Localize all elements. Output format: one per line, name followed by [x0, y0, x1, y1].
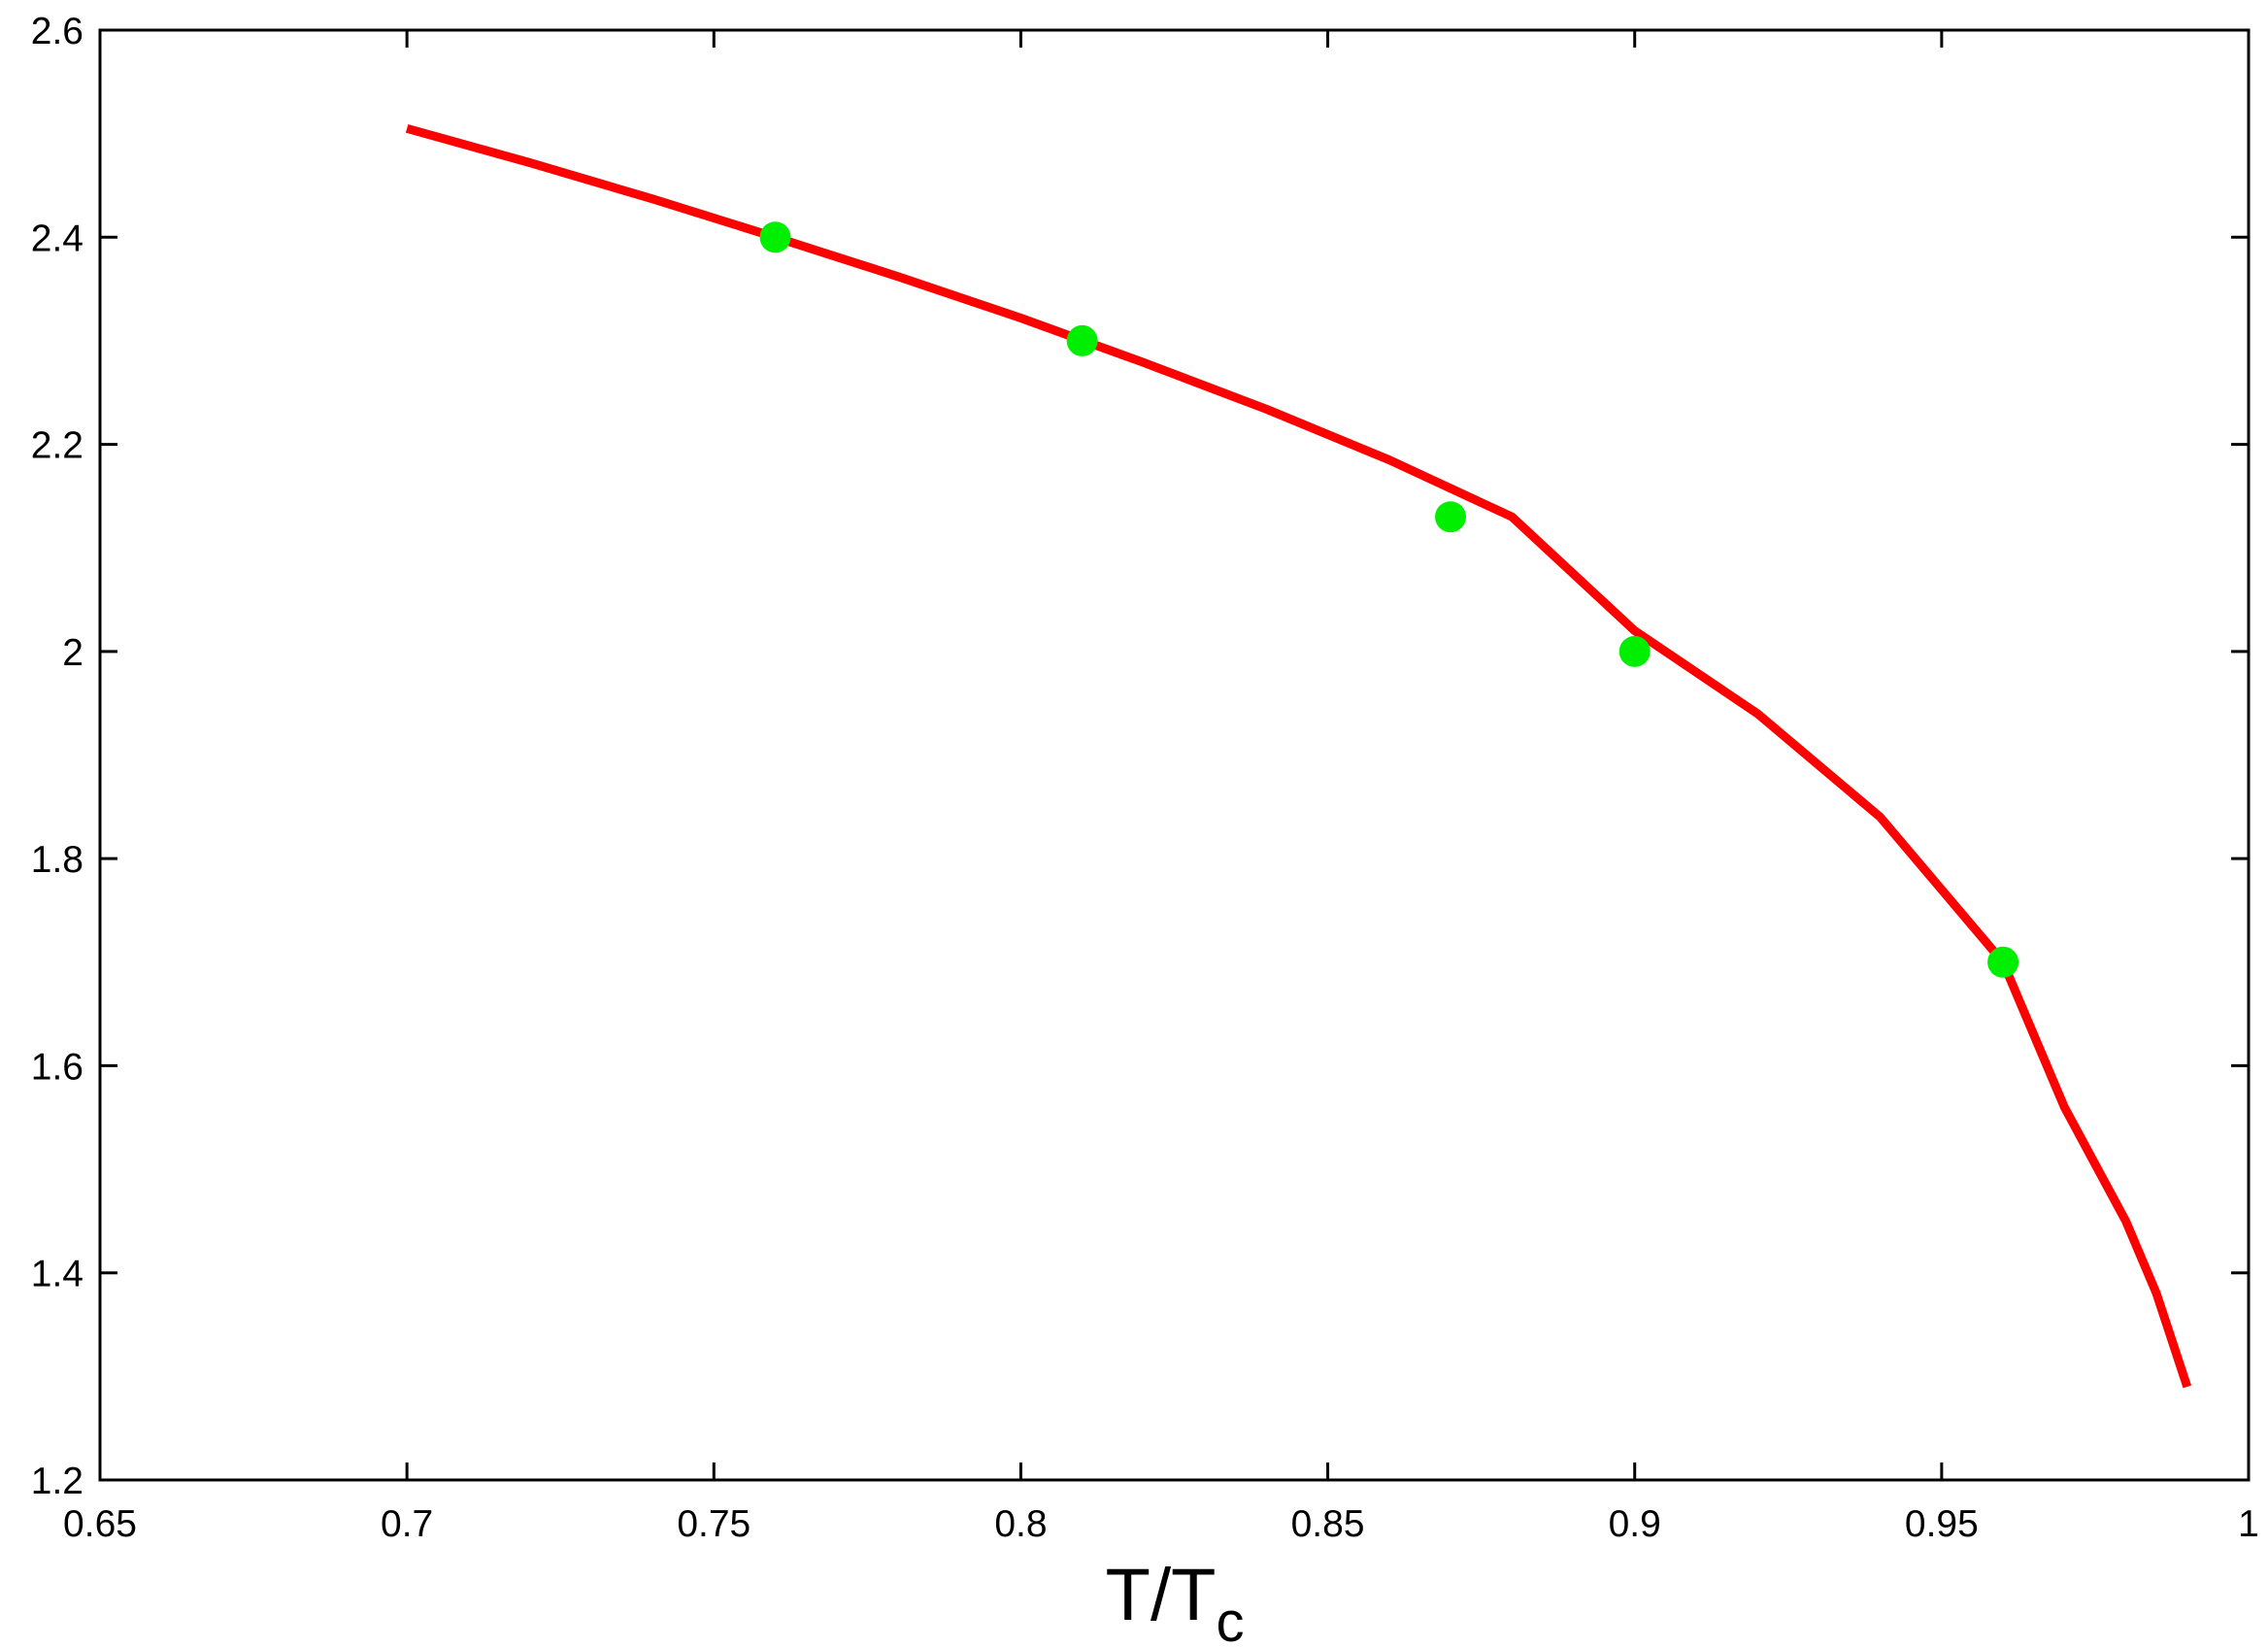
y-tick-label: 2.4	[31, 218, 83, 259]
x-tick-label: 1	[2238, 1503, 2259, 1545]
x-tick-label: 0.95	[1905, 1503, 1979, 1545]
x-tick-label: 0.9	[1609, 1503, 1661, 1545]
y-tick-label: 2.2	[31, 425, 83, 467]
plot-frame	[98, 28, 2251, 1482]
y-tick-label: 1.2	[31, 1461, 83, 1502]
data-point	[759, 221, 791, 253]
y-tick-label: 1.8	[31, 839, 83, 881]
x-axis-label: T/Tc	[1106, 1554, 1245, 1647]
y-tick-label: 1.4	[31, 1254, 83, 1295]
x-tick-label: 0.65	[63, 1503, 137, 1545]
data-point	[1618, 635, 1651, 667]
data-point	[1435, 501, 1467, 533]
x-tick-label: 0.75	[677, 1503, 750, 1545]
curve	[405, 123, 2192, 1389]
x-tick-label: 0.8	[994, 1503, 1047, 1545]
x-axis-label-main: T/T	[1106, 1554, 1217, 1636]
x-tick-label: 0.7	[381, 1503, 433, 1545]
x-axis-label-sub: c	[1216, 1591, 1244, 1647]
y-tick-label: 2	[62, 632, 83, 674]
y-tick-label: 1.6	[31, 1046, 83, 1088]
y-tick-label: 2.6	[31, 11, 83, 52]
data-point	[1066, 324, 1098, 356]
x-tick-label: 0.85	[1291, 1503, 1365, 1545]
data-point	[1987, 946, 2019, 978]
